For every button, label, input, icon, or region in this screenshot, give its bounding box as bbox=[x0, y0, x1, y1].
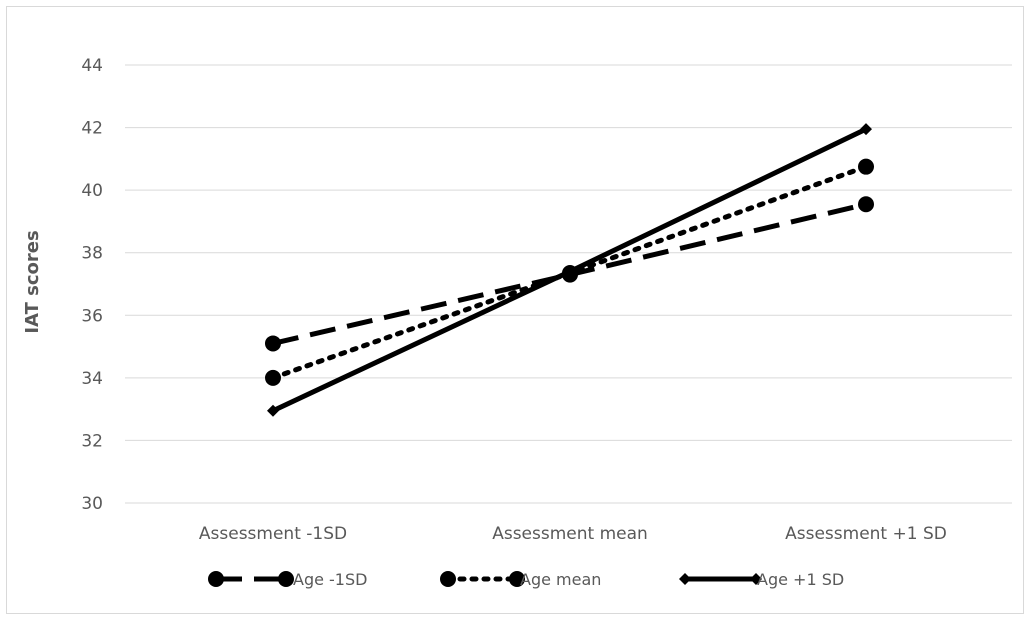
data-point bbox=[265, 335, 281, 352]
series-3 bbox=[267, 123, 872, 417]
x-tick-label: Assessment +1 SD bbox=[785, 524, 947, 544]
y-tick-label: 32 bbox=[81, 431, 103, 451]
chart-frame bbox=[6, 6, 1024, 614]
y-axis-ticks: 30 32 34 36 38 40 42 44 bbox=[81, 56, 103, 514]
legend-marker bbox=[679, 573, 691, 585]
legend-item: Age -1SD bbox=[208, 570, 367, 589]
legend-item: Age mean bbox=[440, 570, 601, 589]
x-tick-label: Assessment -1SD bbox=[199, 524, 347, 544]
legend: Age -1SD Age mean Age +1 SD bbox=[208, 570, 844, 589]
y-tick-label: 40 bbox=[81, 181, 103, 201]
legend-marker bbox=[208, 571, 224, 587]
legend-label: Age mean bbox=[520, 570, 601, 589]
x-axis-ticks: Assessment -1SD Assessment mean Assessment… bbox=[199, 524, 947, 544]
y-tick-label: 44 bbox=[81, 56, 103, 76]
series-group bbox=[265, 123, 874, 417]
legend-marker bbox=[440, 571, 456, 587]
legend-label: Age +1 SD bbox=[757, 570, 844, 589]
data-point bbox=[858, 158, 874, 175]
data-point bbox=[858, 196, 874, 213]
y-tick-label: 42 bbox=[81, 119, 103, 139]
legend-marker bbox=[278, 571, 294, 587]
legend-label: Age -1SD bbox=[293, 570, 367, 589]
data-point bbox=[265, 369, 281, 386]
gridlines bbox=[125, 64, 1012, 504]
y-tick-label: 30 bbox=[81, 494, 103, 514]
data-point bbox=[267, 404, 279, 417]
y-axis-label: IAT scores bbox=[22, 230, 43, 333]
x-tick-label: Assessment mean bbox=[492, 524, 648, 544]
data-point bbox=[860, 123, 872, 136]
y-tick-label: 38 bbox=[81, 244, 103, 264]
legend-marker bbox=[750, 573, 762, 585]
y-tick-label: 34 bbox=[81, 369, 103, 389]
data-point bbox=[564, 265, 576, 278]
y-tick-label: 36 bbox=[81, 306, 103, 326]
legend-marker bbox=[509, 571, 525, 587]
legend-item: Age +1 SD bbox=[679, 570, 844, 589]
